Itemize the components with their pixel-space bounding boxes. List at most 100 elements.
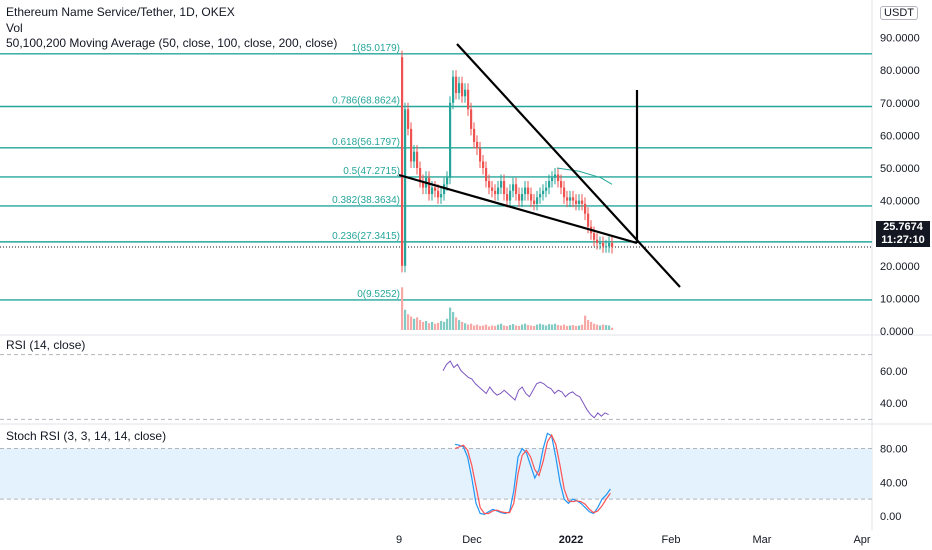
candle-body bbox=[476, 141, 479, 149]
volume-bar bbox=[581, 324, 584, 330]
price-tick-label: 0.0000 bbox=[880, 326, 914, 338]
candle-body bbox=[464, 89, 467, 97]
stoch-k-line bbox=[454, 432, 611, 515]
candle-body bbox=[611, 242, 614, 247]
volume-bar bbox=[503, 325, 506, 330]
volume-bar bbox=[527, 325, 530, 330]
volume-bar bbox=[443, 321, 446, 330]
rsi-line bbox=[442, 360, 609, 419]
volume-bar bbox=[605, 325, 608, 330]
fib-level-label: 0.236(27.3415) bbox=[332, 231, 400, 242]
volume-bar bbox=[425, 321, 428, 330]
rsi-pane-label[interactable]: RSI (14, close) bbox=[6, 338, 86, 352]
volume-bar bbox=[608, 325, 611, 330]
candle-body bbox=[542, 190, 545, 195]
volume-bar bbox=[497, 324, 500, 330]
price-tick-label: 50.0000 bbox=[880, 163, 920, 175]
stoch-rsi-pane-label[interactable]: Stoch RSI (3, 3, 14, 14, close) bbox=[6, 429, 167, 443]
candle-body bbox=[578, 200, 581, 204]
candle-body bbox=[587, 213, 590, 227]
volume-bar bbox=[416, 317, 419, 330]
fib-retracement: 1(85.0179) 0.786(68.8624) 0.618(56.1797) 0.… bbox=[0, 43, 872, 301]
candle-body bbox=[449, 102, 452, 178]
candle-body bbox=[422, 181, 425, 188]
rsi-tick-label: 60.00 bbox=[880, 366, 908, 378]
volume-bar bbox=[512, 324, 515, 330]
volume-bar bbox=[437, 322, 440, 330]
volume-bar bbox=[434, 323, 437, 330]
stoch-band bbox=[0, 448, 872, 500]
volume-bar bbox=[611, 327, 614, 330]
volume-legend[interactable]: Vol bbox=[6, 21, 23, 35]
price-tick-label: 20.0000 bbox=[880, 261, 920, 273]
candle-body bbox=[560, 181, 563, 188]
grid-layer bbox=[0, 0, 932, 530]
stoch-tick-label: 80.00 bbox=[880, 444, 908, 456]
volume-bar bbox=[596, 324, 599, 330]
volume-bar bbox=[554, 323, 557, 330]
symbol-title[interactable]: Ethereum Name Service/Tether, 1D, OKEX bbox=[6, 5, 235, 19]
candle-body bbox=[605, 246, 608, 248]
volume-bar bbox=[449, 307, 452, 330]
volume-bar bbox=[428, 323, 431, 330]
volume-bar bbox=[509, 325, 512, 330]
volume-bar bbox=[470, 323, 473, 330]
volume-bar bbox=[452, 312, 455, 330]
volume-bar bbox=[533, 325, 536, 330]
volume-bar bbox=[524, 323, 527, 330]
stoch-tick-label: 40.00 bbox=[880, 477, 908, 489]
candle-body bbox=[485, 168, 488, 182]
candle-body bbox=[527, 187, 530, 195]
candle-body bbox=[416, 151, 419, 168]
moving-average-legend[interactable]: 50,100,200 Moving Average (50, close, 10… bbox=[6, 36, 338, 50]
candle-body bbox=[563, 187, 566, 198]
fib-level-label: 0.786(68.8624) bbox=[332, 96, 400, 107]
stoch-rsi-pane: 0.00 40.00 80.00 bbox=[0, 432, 908, 523]
candle-countdown: 11:27:10 bbox=[876, 234, 930, 247]
fib-level-label: 0(9.5252) bbox=[357, 289, 400, 300]
volume-bar bbox=[518, 325, 521, 330]
volume-bar bbox=[446, 318, 449, 330]
candle-body bbox=[407, 109, 410, 129]
time-tick-label: 9 bbox=[396, 534, 402, 546]
candle-body bbox=[509, 190, 512, 201]
rsi-tick-label: 40.00 bbox=[880, 398, 908, 410]
candle-body bbox=[452, 76, 455, 103]
candle-body bbox=[575, 200, 578, 204]
fib-level-label: 0.382(38.3634) bbox=[332, 195, 400, 206]
volume-bar bbox=[545, 325, 548, 330]
volume-bar bbox=[476, 324, 479, 330]
wedge-lower-trendline bbox=[398, 173, 638, 245]
volume-bar bbox=[431, 321, 434, 330]
wedge-drawing bbox=[398, 43, 681, 288]
candle-body bbox=[518, 194, 521, 201]
volume-bar bbox=[587, 320, 590, 330]
price-axis: 0.000010.000020.000030.000040.000050.000… bbox=[880, 33, 920, 338]
volume-bar bbox=[560, 325, 563, 330]
candle-body bbox=[473, 128, 476, 142]
candle-body bbox=[545, 187, 548, 191]
candle-body bbox=[479, 148, 482, 162]
candles bbox=[401, 50, 614, 273]
candle-body bbox=[548, 181, 551, 188]
candle-body bbox=[569, 197, 572, 201]
volume-bar bbox=[563, 324, 566, 330]
rsi-pane: 40.00 60.00 bbox=[0, 354, 908, 420]
volume-bar bbox=[530, 325, 533, 330]
candle-body bbox=[608, 242, 611, 247]
last-price-tag: 25.7674 bbox=[876, 221, 930, 234]
volume-bar bbox=[557, 325, 560, 330]
candle-body bbox=[458, 83, 461, 94]
candle-body bbox=[602, 242, 605, 247]
volume-bar bbox=[473, 325, 476, 330]
volume-bar bbox=[407, 314, 410, 330]
candle-body bbox=[521, 194, 524, 201]
candle-body bbox=[491, 187, 494, 191]
volume-bar bbox=[419, 320, 422, 330]
candle-body bbox=[551, 177, 554, 182]
candle-body bbox=[539, 194, 542, 198]
time-tick-label: Dec bbox=[462, 534, 482, 546]
volume-bar bbox=[413, 318, 416, 330]
currency-unit-badge[interactable]: USDT bbox=[880, 6, 918, 20]
